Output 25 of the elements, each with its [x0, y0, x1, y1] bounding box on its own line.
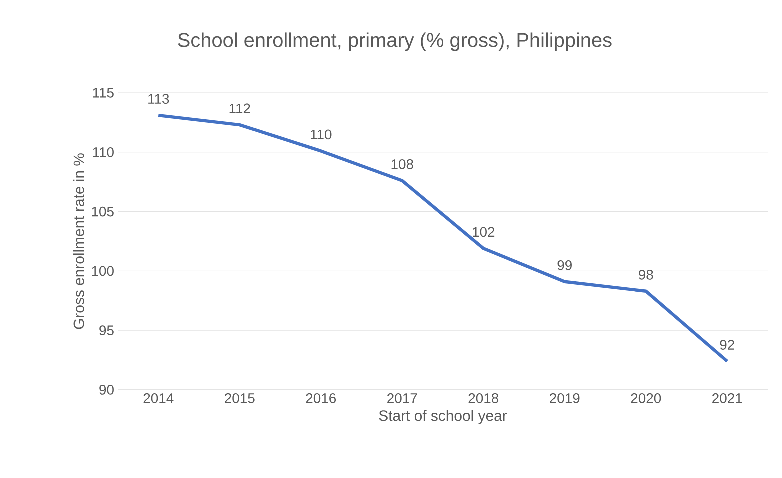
- y-tick-label: 95: [100, 326, 114, 336]
- data-label: 92: [720, 340, 734, 350]
- data-label: 110: [311, 130, 332, 140]
- y-tick-label: 105: [92, 206, 114, 217]
- data-label: 108: [392, 159, 414, 170]
- y-axis-title: Gross enrollment rate in %: [73, 154, 84, 330]
- y-tick-label: 90: [100, 385, 114, 395]
- x-tick-label: 2017: [388, 393, 418, 404]
- data-label: 98: [639, 270, 654, 280]
- x-tick-label: 2014: [144, 393, 174, 404]
- data-label: 102: [473, 227, 495, 238]
- y-tick-label: 100: [92, 266, 114, 276]
- x-tick-label: 2020: [631, 393, 662, 404]
- y-tick-label: 110: [93, 147, 114, 158]
- y-tick-label: 115: [93, 88, 114, 98]
- data-label: 113: [148, 94, 170, 104]
- data-label: 112: [230, 104, 250, 114]
- x-axis-title: Start of school year: [379, 410, 508, 424]
- x-tick-label: 2021: [712, 393, 742, 404]
- x-tick-label: 2015: [225, 393, 255, 404]
- x-tick-label: 2018: [468, 393, 499, 404]
- data-label: 99: [558, 260, 572, 270]
- x-tick-label: 2016: [306, 393, 336, 404]
- x-tick-label: 2019: [550, 393, 580, 404]
- chart-title: School enrollment, primary (% gross), Philippines: [178, 32, 612, 52]
